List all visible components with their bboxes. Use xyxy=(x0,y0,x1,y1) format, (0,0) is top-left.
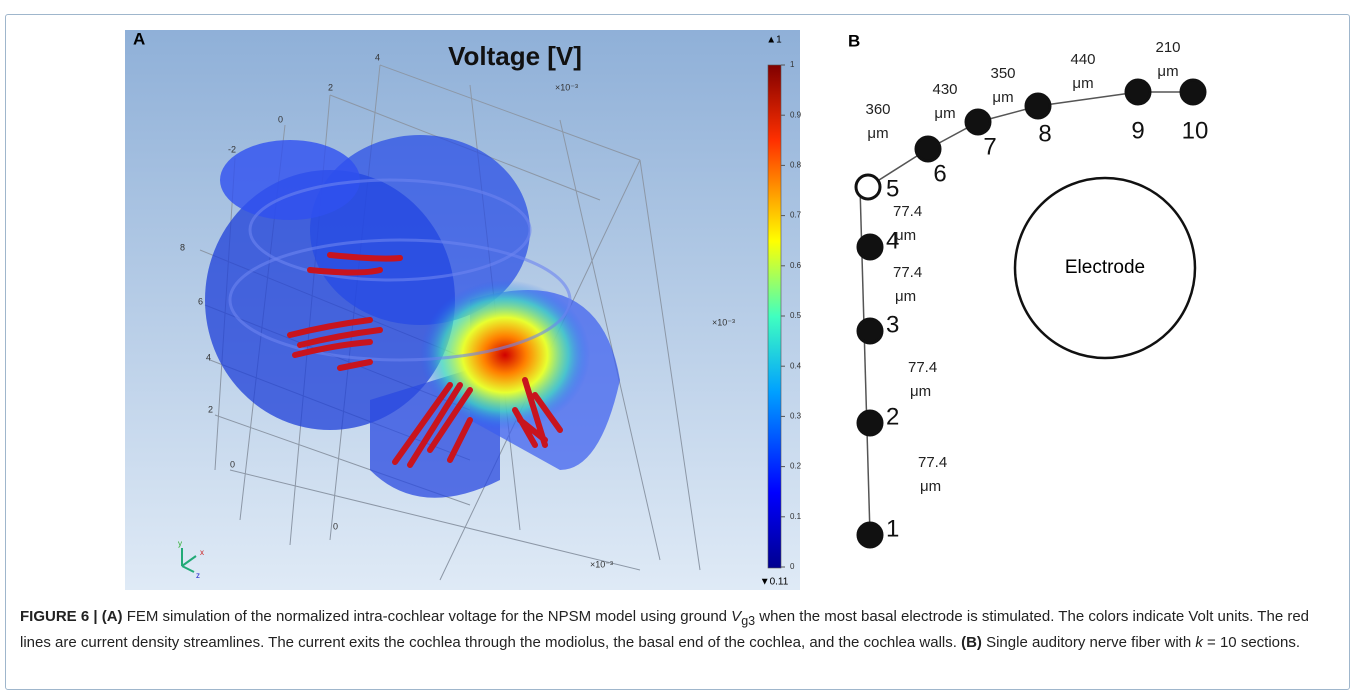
colorbar-tick-label: 0.5 xyxy=(790,311,802,320)
distance-unit: μm xyxy=(895,288,916,305)
axis-tick-label: -2 xyxy=(228,144,236,154)
axis-tick-label: 4 xyxy=(375,52,380,62)
fiber-node xyxy=(854,173,882,201)
caption: FIGURE 6 | (A) FEM simulation of the nor… xyxy=(20,606,1340,654)
caption-symbol: k xyxy=(1195,634,1203,651)
distance-value: 360 xyxy=(865,101,890,118)
distance-value: 440 xyxy=(1070,51,1095,68)
distance-unit: μm xyxy=(1072,75,1093,92)
distance-value: 350 xyxy=(990,65,1015,82)
fiber-node xyxy=(914,135,942,163)
colorbar-tick-label: 0.3 xyxy=(790,412,802,421)
axis-tick-label: 2 xyxy=(208,404,213,414)
axis-triad-label: x xyxy=(200,548,204,557)
distance-unit: μm xyxy=(920,478,941,495)
axis-tick-label: 6 xyxy=(198,296,203,306)
caption-text: = 10 sections. xyxy=(1202,634,1301,651)
fiber-node xyxy=(856,521,884,549)
caption-label: FIGURE 6 | (A) xyxy=(20,608,123,625)
node-label: 3 xyxy=(886,311,899,338)
axis-triad-label: z xyxy=(196,571,200,580)
colorbar xyxy=(767,64,782,569)
distance-value: 77.4 xyxy=(908,359,937,376)
node-label: 9 xyxy=(1131,117,1144,144)
node-label: 2 xyxy=(886,403,899,430)
distance-value: 77.4 xyxy=(893,203,922,220)
fiber-node xyxy=(856,233,884,261)
caption-text: Single auditory nerve fiber with xyxy=(981,634,1196,651)
colorbar-tick-label: 0.8 xyxy=(790,161,802,170)
fiber-node xyxy=(856,409,884,437)
axis-tick-label: 8 xyxy=(180,242,185,252)
fiber-node xyxy=(1024,92,1052,120)
colorbar-tick-label: 0.6 xyxy=(790,261,802,270)
caption-subscript: g3 xyxy=(741,614,756,628)
distance-value: 77.4 xyxy=(918,454,947,471)
colorbar-tick-label: 0.9 xyxy=(790,110,802,119)
fiber-node xyxy=(1124,78,1152,106)
caption-symbol: V xyxy=(731,608,742,625)
fiber-node xyxy=(856,317,884,345)
caption-text: when the most basal electrode is stimula… xyxy=(20,608,1310,651)
distance-value: 430 xyxy=(932,81,957,98)
colorbar-tick-label: 1 xyxy=(790,60,795,69)
axis-triad xyxy=(181,548,197,573)
axis-triad-label: y xyxy=(178,539,182,548)
distance-unit: μm xyxy=(992,89,1013,106)
node-label: 7 xyxy=(983,133,996,160)
streamlines xyxy=(287,252,563,468)
colorbar-min: ▼0.11 xyxy=(760,577,789,588)
colorbar-max: ▲1 xyxy=(766,35,782,46)
colorbar-tick-label: 0.1 xyxy=(790,512,802,521)
axis-tick-label: 0 xyxy=(278,114,283,124)
figure-panels: A Voltage [V] ▲1 ▼0.11 Electrode B 1 0.9 0… xyxy=(125,29,1209,590)
fiber-node xyxy=(964,108,992,136)
panel-title: Voltage [V] xyxy=(448,41,582,71)
axis-label: ×10⁻³ xyxy=(590,559,613,569)
distance-unit: μm xyxy=(910,383,931,400)
axis-tick-label: 2 xyxy=(328,82,333,92)
axis-tick-label: 4 xyxy=(206,352,211,362)
colorbar-tick-label: 0.2 xyxy=(790,462,802,471)
node-label: 8 xyxy=(1038,120,1051,147)
electrode xyxy=(1013,176,1197,360)
caption-label: (B) xyxy=(961,634,982,651)
distance-unit: μm xyxy=(934,105,955,122)
node-label: 4 xyxy=(886,227,899,254)
node-label: 6 xyxy=(933,160,946,187)
node-label: 10 xyxy=(1182,117,1209,144)
node-label: 5 xyxy=(886,175,899,202)
node-label: 1 xyxy=(886,515,899,542)
figure-frame xyxy=(5,14,1350,690)
distance-unit: μm xyxy=(895,227,916,244)
axis-label: ×10⁻³ xyxy=(555,82,578,92)
distance-value: 210 xyxy=(1155,39,1180,56)
panel-label: B xyxy=(848,31,860,50)
axis-label: ×10⁻³ xyxy=(712,317,735,327)
colorbar-tick-label: 0 xyxy=(790,562,795,571)
distance-unit: μm xyxy=(1157,63,1178,80)
electrode-label: Electrode xyxy=(1065,257,1145,278)
axis-tick-label: 0 xyxy=(230,459,235,469)
distance-unit: μm xyxy=(867,125,888,142)
colorbar-tick-label: 0.4 xyxy=(790,361,802,370)
fiber-node xyxy=(1179,78,1207,106)
distance-value: 77.4 xyxy=(893,264,922,281)
colorbar-tick-label: 0.7 xyxy=(790,211,802,220)
caption-text: FEM simulation of the normalized intra-c… xyxy=(122,608,732,625)
axis-tick-label: 0 xyxy=(333,521,338,531)
panel-label: A xyxy=(133,29,145,48)
